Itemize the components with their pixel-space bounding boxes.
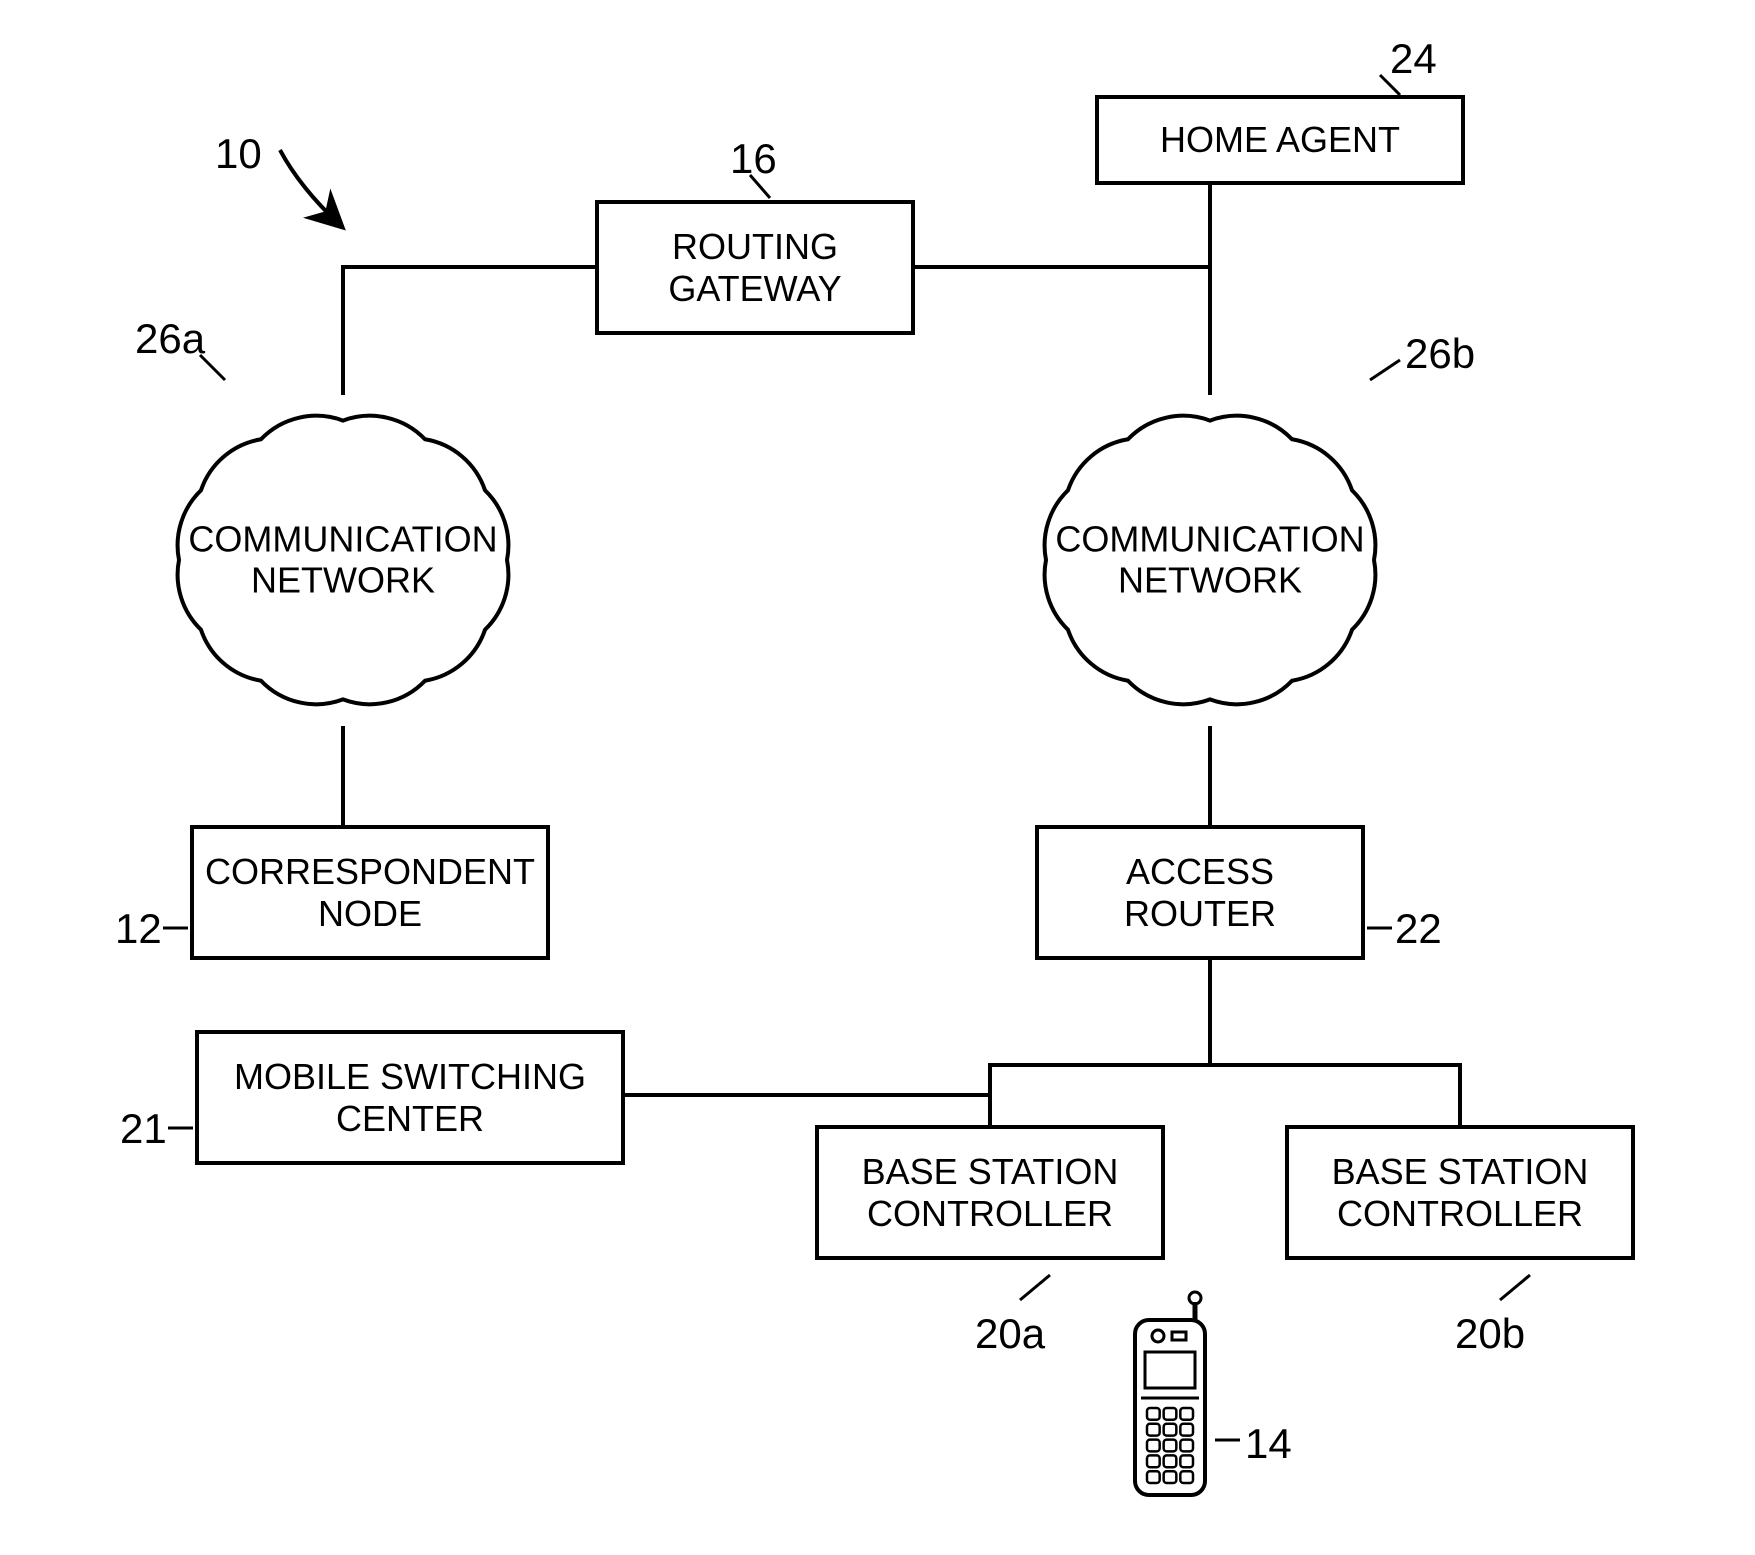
access-router-box: ACCESSROUTER (1035, 825, 1365, 960)
ref-20a: 20a (975, 1310, 1045, 1358)
routing-gateway-box: ROUTINGGATEWAY (595, 200, 915, 335)
ref-12: 12 (115, 905, 162, 953)
cloud-a-label: COMMUNICATIONNETWORK (188, 519, 497, 601)
correspondent-node-box: CORRESPONDENTNODE (190, 825, 550, 960)
ref-16: 16 (730, 135, 777, 183)
ref-24: 24 (1390, 35, 1437, 83)
bsc-b-label: BASE STATIONCONTROLLER (1332, 1151, 1589, 1234)
ref-22: 22 (1395, 905, 1442, 953)
routing-gateway-label: ROUTINGGATEWAY (668, 226, 841, 309)
msc-label: MOBILE SWITCHINGCENTER (234, 1056, 586, 1139)
ref-20b: 20b (1455, 1310, 1525, 1358)
communication-network-a: COMMUNICATIONNETWORK (143, 390, 543, 730)
ref-10: 10 (215, 130, 262, 178)
mobile-phone-icon (1135, 1292, 1205, 1495)
correspondent-node-label: CORRESPONDENTNODE (205, 851, 535, 934)
home-agent-label: HOME AGENT (1160, 119, 1400, 160)
ref-14: 14 (1245, 1420, 1292, 1468)
access-router-label: ACCESSROUTER (1124, 851, 1276, 934)
ref-26b: 26b (1405, 330, 1475, 378)
ref-21: 21 (120, 1105, 167, 1153)
home-agent-box: HOME AGENT (1095, 95, 1465, 185)
cloud-b-label: COMMUNICATIONNETWORK (1055, 519, 1364, 601)
ref-26a: 26a (135, 315, 205, 363)
bsc-a-label: BASE STATIONCONTROLLER (862, 1151, 1119, 1234)
base-station-controller-b-box: BASE STATIONCONTROLLER (1285, 1125, 1635, 1260)
mobile-switching-center-box: MOBILE SWITCHINGCENTER (195, 1030, 625, 1165)
base-station-controller-a-box: BASE STATIONCONTROLLER (815, 1125, 1165, 1260)
communication-network-b: COMMUNICATIONNETWORK (1010, 390, 1410, 730)
